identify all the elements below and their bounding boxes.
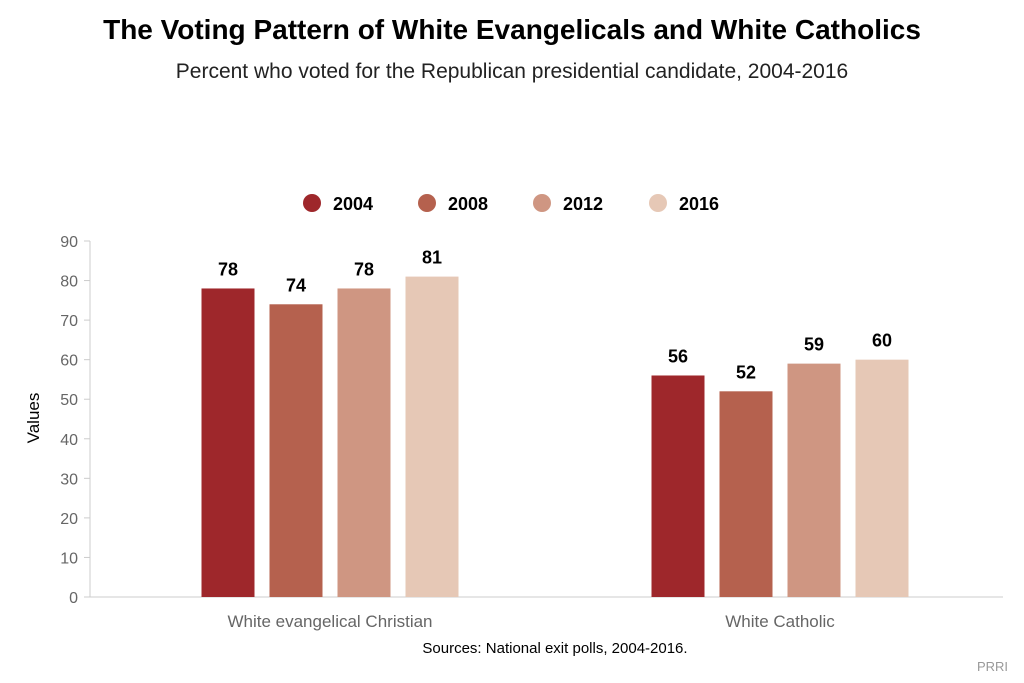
category-labels: White evangelical Christian White Catholi… bbox=[227, 612, 835, 631]
y-tick-label: 70 bbox=[60, 313, 78, 330]
legend-label: 2004 bbox=[333, 194, 373, 214]
bar[interactable] bbox=[405, 276, 459, 597]
chart-subtitle: Percent who voted for the Republican pre… bbox=[175, 60, 849, 83]
legend-swatch bbox=[533, 194, 551, 212]
y-tick-label: 50 bbox=[60, 392, 78, 409]
y-tick-label: 30 bbox=[60, 471, 78, 488]
legend-label: 2016 bbox=[679, 194, 719, 214]
bar[interactable] bbox=[201, 288, 255, 597]
legend-label: 2008 bbox=[448, 194, 488, 214]
y-tick-label: 40 bbox=[60, 432, 78, 449]
y-axis-label: Values bbox=[24, 393, 43, 444]
data-label: 59 bbox=[804, 335, 824, 355]
y-axis: 0 10 20 30 40 50 60 70 80 90 bbox=[60, 234, 1003, 607]
data-label: 78 bbox=[354, 259, 374, 279]
bars: 78 74 78 81 56 52 59 60 bbox=[201, 248, 909, 597]
legend-swatch bbox=[418, 194, 436, 212]
source-note: Sources: National exit polls, 2004-2016. bbox=[422, 640, 688, 657]
bar[interactable] bbox=[269, 304, 323, 597]
bar[interactable] bbox=[719, 391, 773, 597]
chart-title: The Voting Pattern of White Evangelicals… bbox=[103, 14, 921, 45]
bar[interactable] bbox=[855, 359, 909, 597]
data-label: 74 bbox=[286, 275, 306, 295]
y-tick-label: 60 bbox=[60, 353, 78, 370]
data-label: 56 bbox=[668, 346, 688, 366]
y-tick-label: 0 bbox=[69, 590, 78, 607]
data-label: 52 bbox=[736, 362, 756, 382]
data-label: 81 bbox=[422, 248, 442, 268]
legend: 2004 2008 2012 2016 bbox=[303, 194, 719, 214]
legend-label: 2012 bbox=[563, 194, 603, 214]
bar[interactable] bbox=[337, 288, 391, 597]
x-category-label: White Catholic bbox=[725, 612, 835, 631]
bar[interactable] bbox=[787, 363, 841, 597]
y-tick-label: 20 bbox=[60, 511, 78, 528]
bar[interactable] bbox=[651, 375, 705, 597]
data-label: 78 bbox=[218, 259, 238, 279]
brand-label: PRRI bbox=[976, 659, 1008, 674]
legend-swatch bbox=[303, 194, 321, 212]
y-tick-label: 10 bbox=[60, 550, 78, 567]
legend-swatch bbox=[649, 194, 667, 212]
y-tick-label: 80 bbox=[60, 274, 78, 291]
data-label: 60 bbox=[872, 331, 892, 351]
x-category-label: White evangelical Christian bbox=[227, 612, 432, 631]
bar-chart: 2004 2008 2012 2016 0 10 20 30 40 50 60 70 80 90 Val… bbox=[24, 194, 1003, 631]
y-tick-label: 90 bbox=[60, 234, 78, 251]
